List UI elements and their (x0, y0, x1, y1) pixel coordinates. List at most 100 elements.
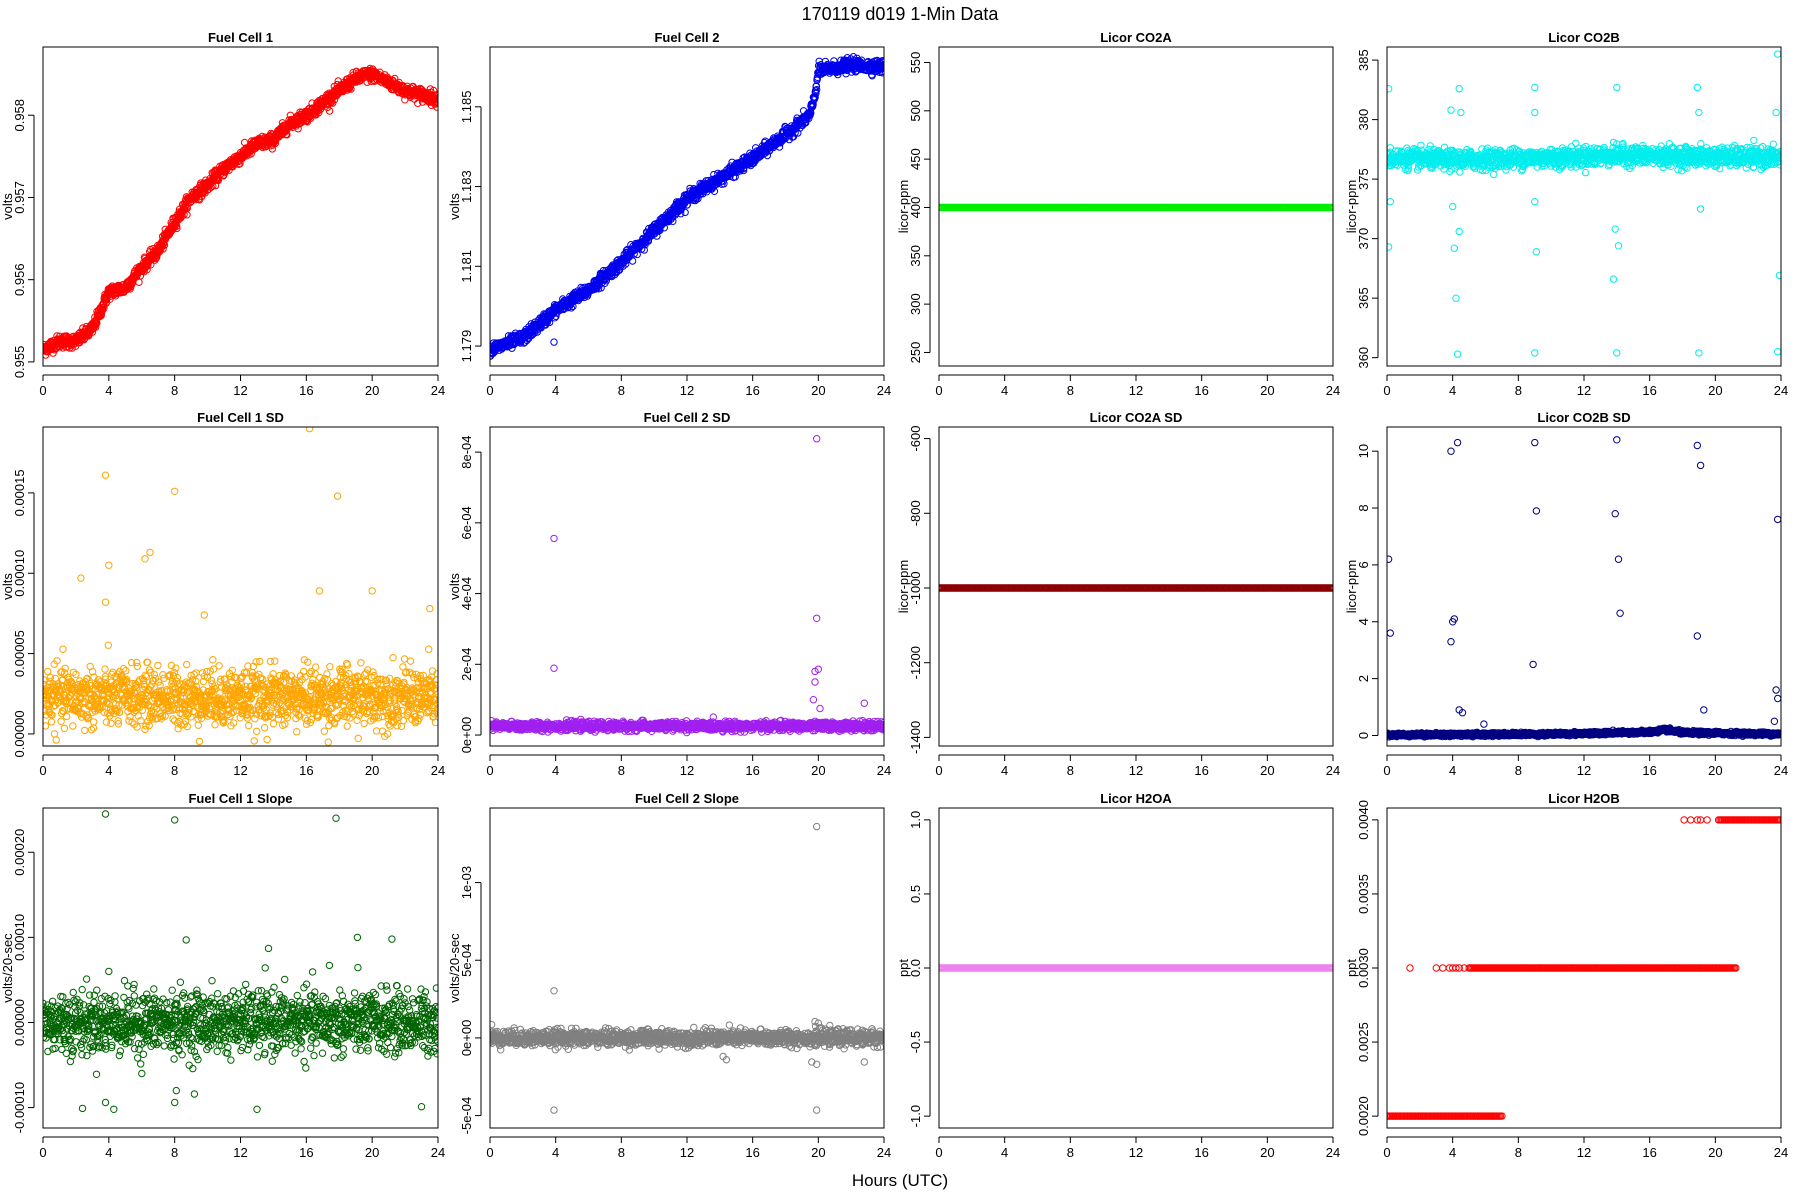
data-point (346, 84, 354, 92)
x-tick-label: 24 (877, 383, 891, 398)
x-tick-label: 8 (171, 383, 178, 398)
y-tick-label: 400 (908, 197, 923, 219)
data-point (1774, 50, 1781, 58)
data-point (426, 85, 434, 93)
data-point (1613, 83, 1621, 92)
x-tick-label: 16 (299, 383, 313, 398)
data-point (1776, 161, 1781, 169)
data-point (214, 176, 223, 185)
data-point (46, 700, 54, 709)
x-tick-label: 20 (811, 383, 825, 398)
data-point (403, 82, 411, 91)
data-point (1329, 203, 1333, 212)
data-point (1609, 275, 1618, 283)
x-tick-label: 4 (105, 383, 112, 398)
data-point (76, 710, 85, 718)
data-point (315, 109, 323, 117)
data-point (1769, 140, 1778, 148)
data-point (1456, 168, 1464, 176)
data-points (43, 64, 438, 359)
y-tick-label: 370 (1356, 228, 1371, 250)
panel-title: Fuel Cell 1 SD (197, 410, 284, 425)
data-point (1742, 164, 1751, 172)
data-point (1404, 165, 1413, 173)
x-tick-label: 20 (1708, 383, 1722, 398)
data-point (1417, 141, 1425, 150)
x-tick-label: 24 (1326, 383, 1340, 398)
panel-1: Fuel Cell 10 4 8 12 16 20 240.9550.9560.9570.9… (0, 30, 445, 398)
data-point (1557, 164, 1566, 172)
y-tick-label: 0.955 (12, 346, 27, 379)
data-point (640, 246, 648, 254)
data-point (173, 224, 181, 233)
data-point (72, 670, 80, 679)
y-tick-label: 360 (1356, 347, 1371, 369)
x-tick-label: 12 (1577, 383, 1591, 398)
data-point (1695, 349, 1703, 357)
x-axis-label: Hours (UTC) (852, 1171, 948, 1190)
x-tick-label: 16 (1194, 383, 1208, 398)
data-points (43, 427, 438, 746)
x-tick-label: 12 (233, 383, 247, 398)
y-tick-label: 550 (908, 52, 923, 74)
data-point (1532, 248, 1541, 256)
data-point (414, 99, 422, 108)
x-tick-label: 4 (1449, 383, 1456, 398)
data-point (60, 724, 69, 732)
data-point (1693, 83, 1702, 92)
data-point (69, 722, 77, 730)
data-point (1697, 140, 1705, 148)
data-point (879, 62, 884, 71)
panel-title: Licor CO2B (1548, 30, 1620, 45)
data-point (1531, 108, 1539, 117)
data-point (805, 114, 813, 123)
data-point (1531, 349, 1539, 357)
x-tick-label: 16 (1642, 383, 1656, 398)
data-point (135, 278, 143, 286)
data-point (681, 208, 689, 217)
data-points (490, 53, 884, 360)
figure-title: 170119 d019 1-Min Data (802, 4, 1000, 24)
data-point (43, 722, 50, 730)
data-point (1490, 170, 1498, 179)
data-point (62, 712, 71, 721)
x-tick-label: 8 (1067, 383, 1074, 398)
data-point (144, 262, 152, 270)
y-tick-label: 385 (1356, 49, 1371, 71)
plot-frame (489, 46, 885, 367)
data-point (1450, 244, 1459, 252)
data-point (550, 338, 558, 346)
x-tick-label: 20 (365, 383, 379, 398)
data-point (347, 85, 355, 93)
data-point (92, 323, 100, 331)
data-point (763, 151, 772, 160)
data-point (1531, 198, 1539, 206)
data-point (1776, 147, 1781, 156)
data-point (1502, 166, 1510, 174)
y-tick-label: 1.183 (459, 170, 474, 203)
x-tick-label: 0 (39, 383, 46, 398)
data-point (1387, 85, 1393, 93)
data-point (1449, 202, 1457, 211)
y-tick-label: 250 (908, 342, 923, 364)
y-tick-label: 1.179 (459, 330, 474, 363)
data-point (1581, 168, 1590, 177)
data-point (1387, 198, 1394, 206)
data-point (180, 211, 188, 219)
data-point (1774, 348, 1781, 356)
data-points (1387, 50, 1781, 358)
data-point (597, 284, 605, 292)
panel-5: Fuel Cell 1 SD0 4 8 12 16 20 240.000000.000050… (0, 410, 445, 778)
data-point (43, 676, 48, 684)
x-tick-label: 16 (745, 383, 759, 398)
data-point (100, 304, 108, 312)
data-point (1387, 243, 1393, 251)
y-tick-label: 1.181 (459, 250, 474, 283)
data-point (1702, 162, 1710, 170)
x-tick-label: 12 (680, 383, 694, 398)
data-point (628, 257, 637, 265)
data-point (1775, 271, 1781, 280)
data-point (1455, 85, 1463, 93)
